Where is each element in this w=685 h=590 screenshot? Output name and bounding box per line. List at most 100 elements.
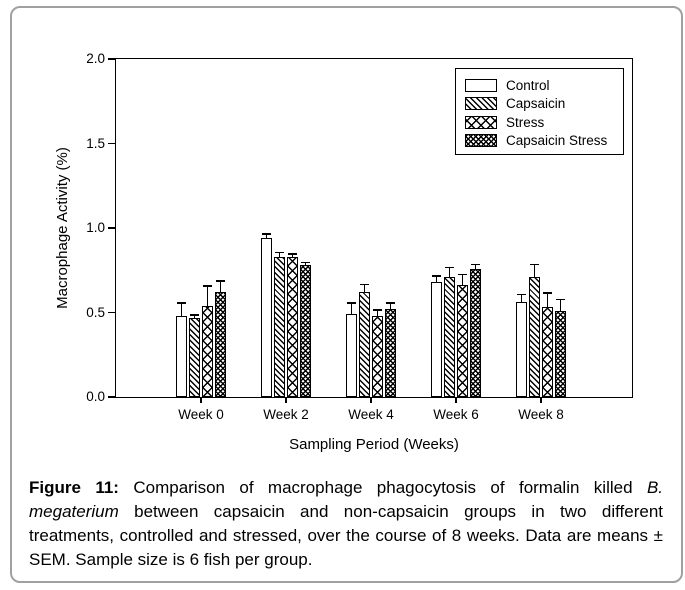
error-bar-stem xyxy=(350,302,353,315)
error-bar-cap xyxy=(530,263,539,265)
bar xyxy=(176,315,187,397)
bar xyxy=(300,265,311,397)
x-axis-tick xyxy=(540,397,542,403)
bar xyxy=(431,282,442,397)
legend-label: Capsaicin xyxy=(506,96,566,112)
x-tick-label: Week 0 xyxy=(178,407,224,422)
error-bar-cap xyxy=(445,266,454,269)
bar xyxy=(346,314,357,397)
y-axis-tick xyxy=(108,227,115,229)
x-axis-tick xyxy=(200,397,202,403)
legend-item: Capsaicin Stress xyxy=(465,132,623,151)
y-tick-label: 1.5 xyxy=(86,135,105,151)
error-bar-cap xyxy=(471,263,480,265)
bar xyxy=(542,307,553,397)
bar xyxy=(457,285,468,397)
legend-swatch xyxy=(465,78,497,92)
error-bar-stem xyxy=(461,273,464,286)
error-bar-cap xyxy=(373,309,382,311)
plot-area: 0.0 0.5 1.0 1.5 2.0 Week 0 Week 2 Week 4 Week 6 W… xyxy=(86,51,632,422)
y-axis-tick xyxy=(108,311,115,314)
error-bar-cap xyxy=(262,233,271,235)
error-bar-cap xyxy=(517,293,526,296)
bar xyxy=(555,310,566,397)
bar xyxy=(444,277,455,397)
error-bar-cap xyxy=(203,285,212,287)
error-bar-stem xyxy=(520,293,523,303)
x-axis-tick xyxy=(455,397,457,403)
error-bar-stem xyxy=(278,251,281,257)
x-tick-label: Week 2 xyxy=(263,407,309,422)
error-bar-stem xyxy=(448,266,451,278)
x-tick-label: Week 4 xyxy=(348,407,394,422)
error-bar-cap xyxy=(301,261,310,264)
y-axis-tick xyxy=(108,142,115,145)
y-axis-tick xyxy=(108,396,115,398)
x-tick-label: Week 8 xyxy=(518,407,564,422)
bar xyxy=(287,256,298,397)
caption-text-1: Comparison of macrophage phagocytosis of… xyxy=(118,478,647,497)
x-axis-title: Sampling Period (Weeks) xyxy=(289,436,459,453)
error-bar-stem xyxy=(363,283,366,293)
error-bar-cap xyxy=(543,292,552,294)
error-bar-cap xyxy=(556,298,565,301)
error-bar-stem xyxy=(474,263,477,269)
bar xyxy=(529,277,540,397)
error-bar-stem xyxy=(219,280,222,293)
error-bar-stem xyxy=(435,275,438,283)
legend-item: Control xyxy=(465,76,623,95)
error-bar-stem xyxy=(291,253,294,257)
bar xyxy=(372,315,383,397)
bar xyxy=(359,292,370,397)
bar xyxy=(470,268,481,397)
error-bar-stem xyxy=(389,302,392,310)
error-bar-cap xyxy=(458,273,467,276)
legend-label: Stress xyxy=(506,114,545,130)
figure-card: Macrophage Activity (%) 0.0 0.5 1.0 1.5 2.0 W… xyxy=(10,6,683,583)
caption-text-2: between capsaicin and non-capsaicin grou… xyxy=(29,502,663,569)
error-bar-stem xyxy=(546,292,549,308)
error-bar-cap xyxy=(216,280,225,282)
bar xyxy=(385,309,396,397)
x-axis-tick xyxy=(285,397,287,403)
figure-caption: Figure 11: Comparison of macrophage phag… xyxy=(29,476,663,572)
error-bar-cap xyxy=(275,251,284,254)
error-bar-cap xyxy=(432,275,441,277)
legend-label: Control xyxy=(506,77,550,93)
error-bar-stem xyxy=(376,309,379,316)
y-tick-label: 2.0 xyxy=(86,51,105,66)
error-bar-stem xyxy=(193,314,196,318)
bar xyxy=(215,292,226,397)
legend-item: Capsaicin xyxy=(465,95,623,114)
legend-swatch xyxy=(465,97,497,111)
bar xyxy=(189,317,200,397)
error-bar-stem xyxy=(180,302,183,316)
error-bar-cap xyxy=(190,314,199,316)
error-bar-cap xyxy=(386,302,395,304)
error-bar-cap xyxy=(288,253,297,255)
error-bar-cap xyxy=(347,302,356,304)
plot-box: 0.0 0.5 1.0 1.5 2.0 Week 0 Week 2 Week 4 Week 6 W… xyxy=(86,51,633,422)
error-bar-cap xyxy=(177,302,186,304)
y-tick-label: 1.0 xyxy=(86,220,105,235)
error-bar-stem xyxy=(304,261,307,266)
y-axis-tick xyxy=(108,58,115,60)
y-tick-label: 0.0 xyxy=(86,389,105,404)
legend-swatch xyxy=(465,115,497,129)
legend-item: Stress xyxy=(465,113,623,132)
error-bar-stem xyxy=(206,285,209,306)
x-tick-label: Week 6 xyxy=(433,407,479,422)
bar xyxy=(274,256,285,397)
error-bar-stem xyxy=(533,263,536,278)
error-bar-cap xyxy=(360,283,369,286)
y-tick-label: 0.5 xyxy=(86,304,105,320)
legend-swatch xyxy=(465,134,497,148)
bar xyxy=(261,238,272,397)
bar xyxy=(516,302,527,397)
legend-label: Capsaicin Stress xyxy=(506,133,608,149)
error-bar-stem xyxy=(265,233,268,239)
x-axis-tick xyxy=(370,397,372,403)
bar xyxy=(202,305,213,397)
caption-figure-label: Figure 11: xyxy=(29,478,119,497)
error-bar-stem xyxy=(559,298,562,311)
